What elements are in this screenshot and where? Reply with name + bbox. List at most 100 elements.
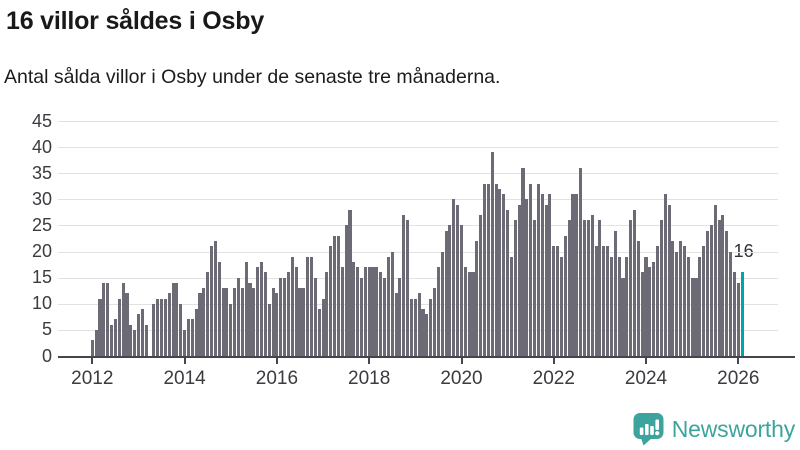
bar xyxy=(544,204,548,356)
bar xyxy=(694,277,698,356)
bar xyxy=(713,204,717,356)
chart-subtitle: Antal sålda villor i Osby under de senas… xyxy=(4,66,501,88)
x-axis-line xyxy=(58,356,795,358)
highlight-bar xyxy=(740,272,744,356)
bar xyxy=(375,267,379,356)
bar xyxy=(594,246,598,356)
bar xyxy=(667,204,671,356)
bar xyxy=(502,194,506,356)
bar xyxy=(490,152,494,356)
bar xyxy=(379,272,383,356)
bar xyxy=(590,215,594,356)
bar xyxy=(352,262,356,356)
bar xyxy=(248,282,252,356)
bar xyxy=(283,277,287,356)
x-tick-label: 2012 xyxy=(71,368,114,389)
bar xyxy=(636,241,640,356)
bar xyxy=(579,168,583,356)
bar xyxy=(729,251,733,356)
grid-line xyxy=(58,121,778,122)
bar xyxy=(402,215,406,356)
bar xyxy=(598,220,602,356)
bar xyxy=(471,272,475,356)
bar xyxy=(240,288,244,356)
bar xyxy=(629,220,633,356)
y-tick-label: 45 xyxy=(31,110,52,131)
brand-name: Newsworthy xyxy=(671,415,795,442)
bar xyxy=(225,288,229,356)
bar xyxy=(679,241,683,356)
bar xyxy=(632,209,637,356)
bar xyxy=(586,220,590,356)
bar xyxy=(732,272,736,356)
bar xyxy=(602,246,606,356)
bar xyxy=(210,246,214,356)
grid-line xyxy=(58,225,778,227)
bar xyxy=(129,324,133,356)
bar xyxy=(648,267,652,356)
bar xyxy=(475,241,479,356)
bar xyxy=(236,277,240,356)
bar xyxy=(421,309,425,356)
x-tick-label: 2026 xyxy=(717,368,760,389)
bar xyxy=(567,220,571,356)
bar xyxy=(398,277,402,356)
bar-chart: 16 0 5 10 15 20 25 30 35 40 45 2012 2014 2016 2018 202… xyxy=(31,110,795,389)
bar xyxy=(506,209,510,356)
bar xyxy=(317,309,321,356)
bar xyxy=(532,220,537,356)
y-tick-label: 20 xyxy=(31,241,52,262)
bar xyxy=(98,298,102,356)
y-tick-label: 10 xyxy=(31,293,52,314)
bar xyxy=(102,282,106,356)
bar xyxy=(171,282,175,356)
bar xyxy=(140,309,144,356)
bar xyxy=(540,194,544,356)
bar xyxy=(559,256,563,356)
bar xyxy=(529,183,533,356)
bar xyxy=(433,288,437,356)
bar xyxy=(152,303,156,356)
x-axis-tick xyxy=(275,358,278,364)
y-tick-label: 5 xyxy=(41,319,52,340)
bar xyxy=(309,256,314,356)
bar xyxy=(440,251,444,356)
bar xyxy=(117,298,121,356)
x-axis-tick xyxy=(368,358,371,364)
brand-footer: Newsworthy xyxy=(632,412,795,446)
bar xyxy=(121,282,125,356)
bar xyxy=(525,199,529,356)
bar xyxy=(336,235,340,356)
bar xyxy=(163,298,167,356)
bar xyxy=(198,293,202,356)
bar xyxy=(340,267,344,356)
bar xyxy=(271,288,275,356)
x-axis-tick xyxy=(460,358,463,364)
y-tick-label: 40 xyxy=(31,136,52,157)
bar xyxy=(486,183,490,356)
bar xyxy=(575,194,579,356)
x-tick-label: 2020 xyxy=(440,368,483,389)
bar xyxy=(106,282,110,356)
bar xyxy=(190,319,194,356)
bar xyxy=(571,194,575,356)
y-tick-label: 0 xyxy=(41,345,52,366)
bar xyxy=(263,272,267,356)
bar xyxy=(179,303,183,356)
bar xyxy=(698,256,702,356)
grid-line xyxy=(58,277,778,279)
bar xyxy=(256,267,260,356)
bar xyxy=(267,303,271,356)
bar xyxy=(582,220,587,356)
bar xyxy=(275,293,279,356)
bar xyxy=(706,230,710,356)
bar xyxy=(367,267,371,356)
x-tick-label: 2018 xyxy=(348,368,391,389)
x-tick-label: 2014 xyxy=(163,368,206,389)
y-tick-label: 35 xyxy=(31,162,52,183)
bar xyxy=(552,246,556,356)
grid-line xyxy=(58,147,778,149)
bar xyxy=(363,267,367,356)
bar xyxy=(436,267,440,356)
